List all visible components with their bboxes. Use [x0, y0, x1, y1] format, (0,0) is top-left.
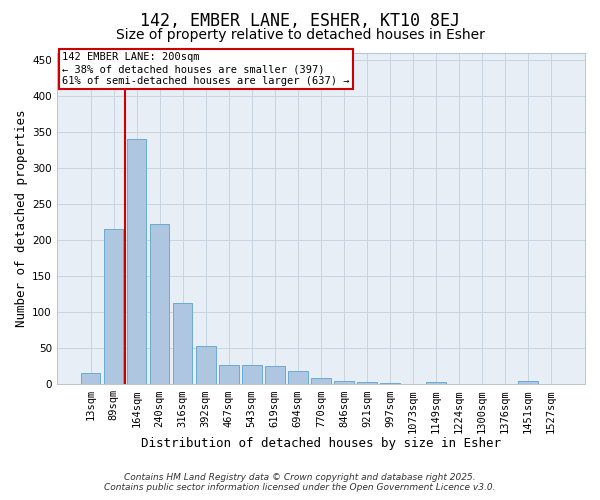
Bar [196, 346, 215, 384]
Bar [334, 380, 354, 384]
Bar [426, 382, 446, 384]
X-axis label: Distribution of detached houses by size in Esher: Distribution of detached houses by size … [141, 437, 501, 450]
Bar [288, 371, 308, 384]
Bar [104, 229, 124, 384]
Bar [311, 378, 331, 384]
Text: Contains HM Land Registry data © Crown copyright and database right 2025.
Contai: Contains HM Land Registry data © Crown c… [104, 473, 496, 492]
Text: Size of property relative to detached houses in Esher: Size of property relative to detached ho… [116, 28, 484, 42]
Bar [518, 382, 538, 384]
Bar [357, 382, 377, 384]
Y-axis label: Number of detached properties: Number of detached properties [15, 110, 28, 327]
Bar [242, 366, 262, 384]
Bar [150, 224, 169, 384]
Text: 142, EMBER LANE, ESHER, KT10 8EJ: 142, EMBER LANE, ESHER, KT10 8EJ [140, 12, 460, 30]
Bar [127, 139, 146, 384]
Bar [265, 366, 284, 384]
Bar [219, 365, 239, 384]
Text: 142 EMBER LANE: 200sqm
← 38% of detached houses are smaller (397)
61% of semi-de: 142 EMBER LANE: 200sqm ← 38% of detached… [62, 52, 350, 86]
Bar [81, 374, 100, 384]
Bar [380, 383, 400, 384]
Bar [173, 302, 193, 384]
